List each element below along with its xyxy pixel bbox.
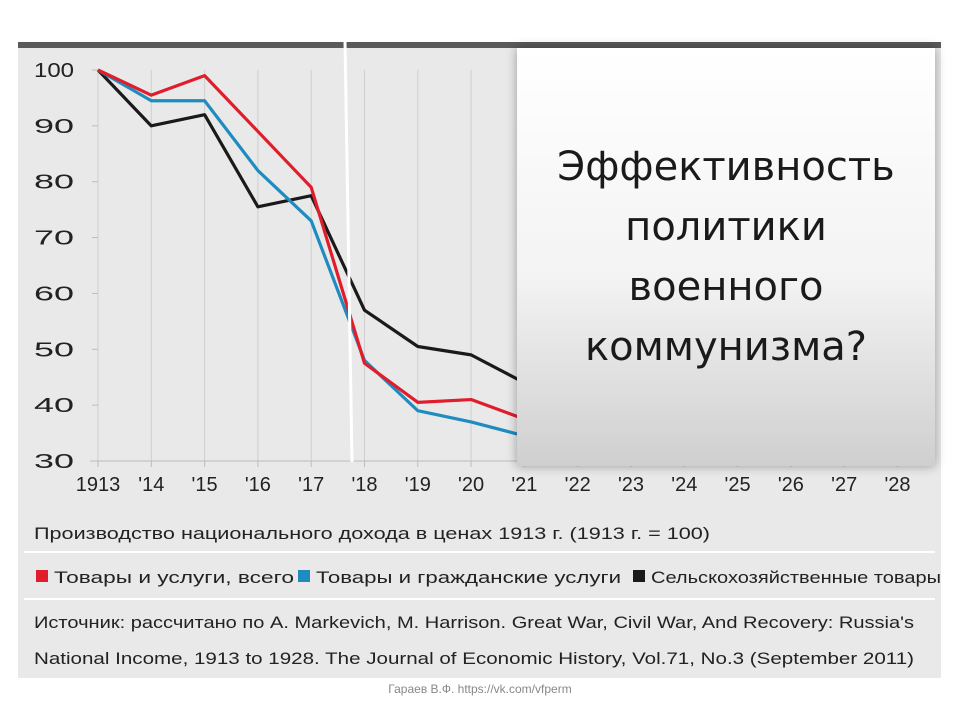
- overlay-title: Эффективность политики военного коммуниз…: [557, 144, 895, 370]
- x-tick-label: '15: [192, 474, 218, 496]
- x-tick-label: '27: [831, 474, 857, 496]
- x-tick-label: '25: [725, 474, 751, 496]
- y-tick-label: 40: [34, 395, 74, 417]
- x-tick-label: 1913: [76, 474, 121, 496]
- x-tick-label: '28: [884, 474, 910, 496]
- x-tick-label: '23: [618, 474, 644, 496]
- white-marker-line: [343, 42, 354, 463]
- x-axis-title: Производство национального дохода в цена…: [34, 524, 710, 543]
- footer-credit: Гараев В.Ф. https://vk.com/vfperm: [388, 682, 572, 696]
- x-tick-label: '24: [671, 474, 697, 496]
- x-tick-label: '19: [405, 474, 431, 496]
- x-tick-label: '18: [351, 474, 377, 496]
- title-overlay-box: Эффективность политики военного коммуниз…: [517, 48, 935, 466]
- legend-label: Товары и услуги, всего: [54, 568, 294, 587]
- source-line-1: Источник: рассчитано по A. Markevich, M.…: [34, 613, 914, 632]
- source-line-2: National Income, 1913 to 1928. The Journ…: [34, 649, 914, 668]
- series-line: [96, 68, 526, 385]
- x-tick-label: '22: [565, 474, 591, 496]
- y-tick-label: 70: [34, 228, 74, 250]
- series-line: [97, 68, 525, 438]
- y-tick-label: 30: [34, 451, 74, 473]
- series-line: [97, 68, 525, 421]
- y-tick-label: 60: [34, 283, 74, 305]
- y-tick-label: 100: [34, 60, 74, 82]
- x-tick-label: '16: [245, 474, 271, 496]
- x-tick-label: '20: [458, 474, 484, 496]
- legend-swatch: [36, 570, 48, 582]
- legend-swatch: [633, 570, 645, 582]
- y-tick-label: 50: [34, 339, 74, 361]
- y-tick-label: 90: [34, 116, 74, 138]
- chart-top-bar: [18, 42, 941, 48]
- x-tick-label: '14: [138, 474, 164, 496]
- x-tick-label: '17: [298, 474, 324, 496]
- legend-label: Сельскохозяйственные товары: [651, 568, 941, 587]
- legend-label: Товары и гражданские услуги: [316, 568, 621, 587]
- x-tick-label: '26: [778, 474, 804, 496]
- x-tick-label: '21: [511, 474, 537, 496]
- y-tick-label: 80: [34, 172, 74, 194]
- legend-swatch: [298, 570, 310, 582]
